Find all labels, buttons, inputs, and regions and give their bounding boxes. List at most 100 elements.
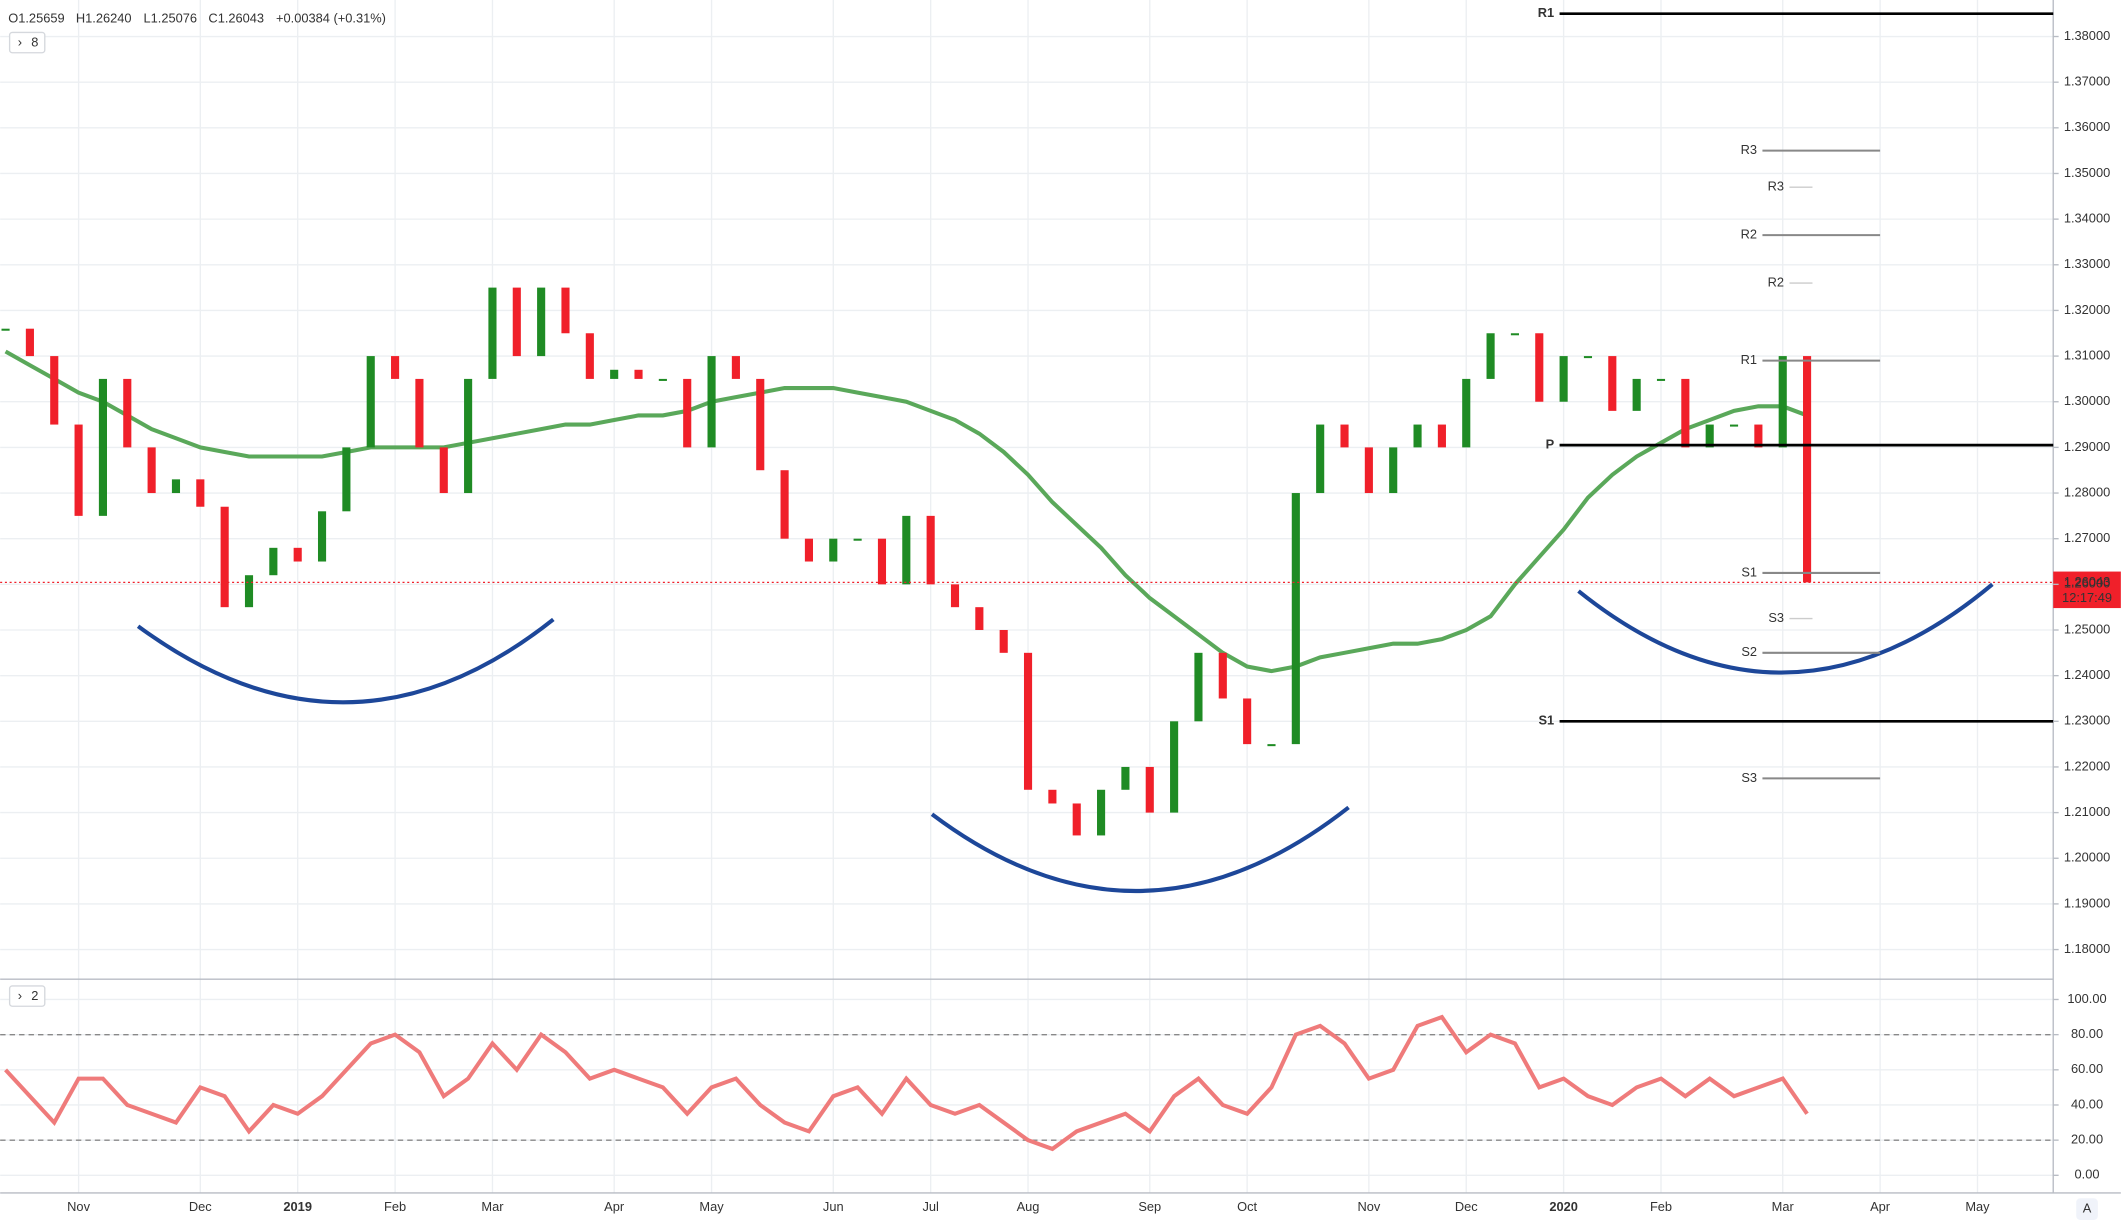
x-tick-label: Sep: [1138, 1199, 1161, 1214]
candle: [1510, 333, 1519, 336]
moving-average: [4, 349, 1808, 674]
pivot-label: S3: [1741, 770, 1757, 785]
pivot-label: R1: [1741, 352, 1757, 367]
candle: [171, 479, 181, 494]
x-tick-label: Apr: [604, 1199, 625, 1214]
toggle-box[interactable]: [8, 985, 46, 1007]
y-tick-label: 1.19000: [2064, 895, 2110, 910]
x-tick-label: 2019: [283, 1199, 312, 1214]
candle: [512, 287, 521, 357]
y-tick-label: 1.18000: [2064, 941, 2110, 956]
candle: [1754, 424, 1763, 448]
candle: [1023, 652, 1033, 790]
x-tick-label: Mar: [481, 1199, 504, 1214]
toggle-arrow: ›: [18, 988, 22, 1003]
candle: [1535, 333, 1544, 402]
y-tick-label: 1.33000: [2064, 256, 2110, 271]
indicator-toggle[interactable]: › 8: [8, 31, 46, 54]
candle: [464, 378, 473, 494]
candle: [950, 584, 960, 608]
pivot-label: S2: [1741, 644, 1757, 659]
candle: [829, 538, 838, 562]
candle: [731, 356, 740, 379]
oscillator-line: [4, 1014, 1809, 1152]
candle: [1413, 424, 1422, 448]
x-tick-label: Aug: [1017, 1199, 1040, 1214]
candle: [1048, 789, 1057, 804]
candle: [293, 547, 302, 562]
auto-scale-button[interactable]: [2076, 1198, 2098, 1220]
pivot-label: R3: [1768, 179, 1784, 194]
drawings: [136, 582, 1994, 893]
candle: [488, 287, 497, 379]
candle: [1, 328, 10, 331]
candle: [1729, 424, 1739, 427]
low: L1.25076: [144, 10, 198, 25]
candle: [1486, 333, 1495, 379]
y-tick-label: 1.28000: [2064, 484, 2110, 499]
y-tick-label: 1.26000: [2064, 576, 2110, 591]
candle: [707, 356, 716, 448]
candle: [537, 287, 546, 357]
candle: [74, 424, 83, 516]
countdown-label: 12:17:49: [2062, 590, 2112, 605]
pivot-label: S1: [1741, 564, 1757, 579]
indicator-toggle[interactable]: › 2: [8, 985, 46, 1007]
candle: [1705, 424, 1714, 448]
pivot-label: S1: [1538, 713, 1554, 728]
candle: [1583, 356, 1593, 359]
candle: [1681, 378, 1690, 448]
candle: [585, 333, 594, 379]
candle: [780, 470, 789, 539]
candle: [1121, 766, 1130, 790]
arc-drawing: [930, 805, 1350, 893]
candle: [220, 506, 229, 608]
x-tick-label: Feb: [1650, 1199, 1672, 1214]
high: H1.26240: [76, 10, 132, 25]
candle: [926, 515, 935, 585]
candle: [1364, 447, 1373, 494]
candle: [1218, 652, 1227, 699]
candle: [25, 328, 34, 357]
candle: [391, 356, 400, 379]
x-tick-label: Apr: [1870, 1199, 1891, 1214]
candle: [1437, 424, 1446, 448]
candle: [610, 369, 619, 379]
y-tick-label: 1.21000: [2064, 804, 2110, 819]
candle: [877, 538, 887, 585]
candle: [1559, 356, 1568, 402]
y-tick-label: 1.27000: [2064, 530, 2110, 545]
close: C1.26043: [208, 10, 264, 25]
pivot-label: P: [1546, 436, 1555, 451]
toggle-box[interactable]: [8, 31, 46, 54]
candle: [244, 575, 254, 608]
y-tick-label: 1.35000: [2064, 165, 2110, 180]
candle: [1316, 424, 1325, 494]
candle: [342, 447, 351, 512]
indicator-count: 8: [31, 35, 38, 50]
candle: [50, 356, 59, 425]
candle: [634, 369, 643, 379]
indicator-count: 2: [31, 988, 38, 1003]
y-tick-label: 1.20000: [2064, 850, 2110, 865]
candle: [999, 629, 1008, 653]
x-tick-label: May: [699, 1199, 724, 1214]
y-tick-label: 1.22000: [2064, 758, 2110, 773]
candle: [975, 607, 984, 630]
y-tick-label: 1.24000: [2064, 667, 2110, 682]
pivot-label: R3: [1741, 142, 1757, 157]
y-tick-label: 20.00: [2071, 1132, 2103, 1147]
candle: [1656, 378, 1666, 381]
pivot-label: S3: [1768, 610, 1784, 625]
y-tick-label: 1.25000: [2064, 621, 2110, 636]
x-tick-label: Dec: [189, 1199, 212, 1214]
pivot-label: R2: [1768, 274, 1784, 289]
candle: [1389, 447, 1398, 494]
y-tick-label: 1.23000: [2064, 713, 2110, 728]
candle: [415, 378, 424, 448]
candle: [1267, 744, 1276, 747]
candle: [1803, 356, 1812, 583]
